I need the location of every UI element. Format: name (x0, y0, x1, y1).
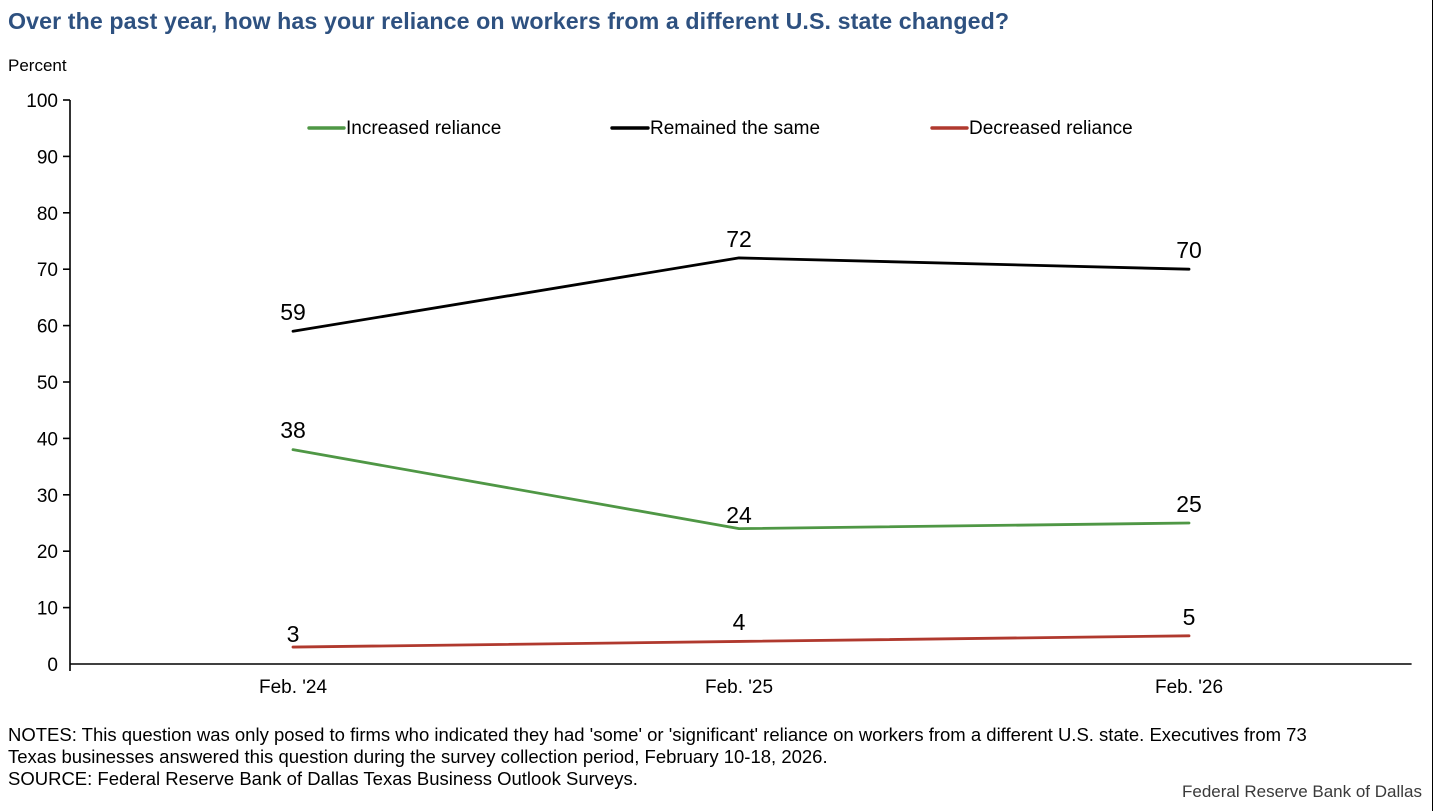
svg-text:38: 38 (280, 417, 306, 443)
svg-text:5: 5 (1183, 604, 1196, 630)
svg-text:Feb. '26: Feb. '26 (1155, 677, 1223, 698)
svg-text:Remained the same: Remained the same (650, 118, 820, 139)
svg-text:Feb. '24: Feb. '24 (259, 677, 327, 698)
svg-text:10: 10 (37, 599, 58, 620)
svg-text:24: 24 (726, 502, 752, 528)
svg-text:3: 3 (287, 621, 300, 647)
svg-text:Decreased reliance: Decreased reliance (969, 118, 1133, 139)
svg-text:25: 25 (1176, 491, 1202, 517)
svg-text:70: 70 (1176, 237, 1202, 263)
svg-text:0: 0 (47, 655, 58, 676)
svg-text:4: 4 (733, 609, 746, 635)
svg-text:Increased reliance: Increased reliance (346, 118, 501, 139)
svg-text:90: 90 (37, 147, 58, 168)
svg-text:50: 50 (37, 373, 58, 394)
svg-text:70: 70 (37, 260, 58, 281)
svg-text:40: 40 (37, 429, 58, 450)
svg-text:72: 72 (726, 226, 752, 252)
svg-text:80: 80 (37, 204, 58, 225)
svg-text:30: 30 (37, 486, 58, 507)
svg-text:100: 100 (26, 91, 58, 112)
svg-text:59: 59 (280, 299, 306, 325)
svg-text:20: 20 (37, 542, 58, 563)
svg-text:60: 60 (37, 317, 58, 338)
svg-text:Feb. '25: Feb. '25 (705, 677, 773, 698)
